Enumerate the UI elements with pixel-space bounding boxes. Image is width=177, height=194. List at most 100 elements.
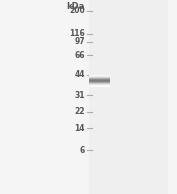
Bar: [105, 86, 106, 87]
Bar: [99, 86, 100, 87]
Bar: [94, 82, 95, 83]
Bar: [105, 81, 106, 82]
Bar: [89, 76, 90, 77]
Bar: [100, 85, 101, 86]
Bar: [105, 84, 106, 85]
Bar: [92, 79, 93, 80]
Bar: [104, 85, 105, 86]
Bar: [97, 81, 98, 82]
Bar: [96, 76, 97, 77]
Bar: [90, 83, 91, 84]
Bar: [103, 84, 104, 85]
Text: 66: 66: [75, 51, 85, 60]
Bar: [105, 76, 106, 77]
Bar: [93, 76, 94, 77]
Bar: [95, 78, 96, 79]
Bar: [90, 78, 91, 79]
Bar: [95, 79, 96, 80]
Bar: [105, 86, 106, 87]
Bar: [95, 83, 96, 84]
Bar: [90, 84, 91, 85]
Bar: [104, 79, 105, 80]
Bar: [96, 80, 97, 81]
Bar: [88, 83, 89, 84]
Bar: [94, 84, 95, 85]
Bar: [96, 83, 97, 84]
Bar: [96, 81, 97, 82]
Bar: [103, 83, 104, 84]
Bar: [102, 81, 103, 82]
Bar: [107, 81, 108, 82]
Text: 44: 44: [75, 70, 85, 79]
Bar: [96, 80, 97, 81]
Bar: [105, 80, 106, 81]
Bar: [95, 81, 96, 82]
Bar: [97, 85, 98, 86]
Bar: [98, 75, 99, 76]
Bar: [93, 79, 94, 80]
Bar: [105, 78, 106, 79]
Bar: [92, 81, 93, 82]
Bar: [100, 83, 101, 84]
Bar: [99, 77, 100, 78]
Bar: [101, 76, 102, 77]
Bar: [90, 83, 91, 84]
Bar: [94, 81, 95, 82]
Bar: [107, 81, 108, 82]
Bar: [91, 76, 92, 77]
Bar: [103, 77, 104, 78]
Bar: [89, 85, 90, 86]
Bar: [102, 76, 103, 77]
Bar: [95, 83, 96, 84]
Bar: [100, 83, 101, 84]
Bar: [96, 81, 97, 82]
Bar: [96, 86, 97, 87]
Bar: [103, 80, 104, 81]
Bar: [95, 83, 96, 84]
Bar: [97, 76, 98, 77]
Bar: [103, 84, 104, 85]
Bar: [100, 81, 101, 82]
Bar: [103, 80, 104, 81]
Bar: [88, 78, 89, 79]
Bar: [101, 79, 102, 80]
Bar: [101, 85, 102, 86]
Bar: [96, 86, 97, 87]
Bar: [103, 84, 104, 85]
Bar: [88, 80, 89, 81]
Bar: [106, 79, 107, 80]
Bar: [100, 76, 101, 77]
Bar: [101, 79, 102, 80]
Bar: [97, 76, 98, 77]
Bar: [99, 82, 100, 83]
Bar: [105, 80, 106, 81]
Bar: [109, 81, 110, 82]
Bar: [92, 85, 93, 86]
Bar: [95, 84, 96, 85]
Bar: [108, 81, 109, 82]
Bar: [99, 85, 100, 86]
Bar: [95, 84, 96, 85]
Bar: [94, 86, 95, 87]
Text: 6: 6: [80, 146, 85, 155]
Bar: [99, 79, 100, 80]
Bar: [96, 79, 97, 80]
Bar: [88, 78, 89, 79]
Bar: [109, 85, 110, 86]
Bar: [106, 83, 107, 84]
Bar: [98, 84, 99, 85]
Bar: [89, 80, 90, 81]
Bar: [102, 79, 103, 80]
Bar: [109, 80, 110, 81]
Bar: [105, 84, 106, 85]
Bar: [104, 78, 105, 79]
Bar: [100, 78, 101, 79]
Bar: [94, 80, 95, 81]
Bar: [99, 76, 100, 77]
Bar: [104, 79, 105, 80]
Bar: [105, 78, 106, 79]
Bar: [95, 85, 96, 86]
Bar: [102, 78, 103, 79]
Bar: [105, 76, 106, 77]
Bar: [93, 83, 94, 84]
